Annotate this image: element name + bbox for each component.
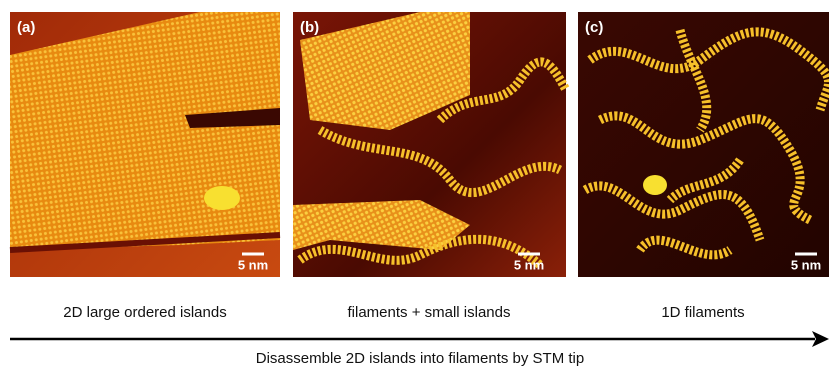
panel-c (578, 12, 829, 277)
panel-label: (c) (585, 19, 603, 36)
panel-label: (b) (300, 19, 319, 36)
panel-caption: 2D large ordered islands (63, 304, 226, 321)
ordered-island (10, 12, 280, 250)
figure: (a) (b) (c) 5 nm 5 nm 5 nm 2D large orde… (0, 0, 829, 369)
cluster (204, 186, 240, 210)
panel-label: (a) (17, 19, 35, 36)
panel-caption: 1D filaments (661, 304, 744, 321)
panel-caption: filaments + small islands (348, 304, 511, 321)
panel-b (293, 12, 566, 277)
scale-bar-label: 5 nm (791, 257, 821, 272)
figure-svg: (a) (b) (c) 5 nm 5 nm 5 nm 2D large orde… (0, 0, 829, 369)
arrow-caption: Disassemble 2D islands into filaments by… (256, 350, 584, 367)
cluster (643, 175, 667, 195)
scale-bar-label: 5 nm (238, 257, 268, 272)
scale-bar-label: 5 nm (514, 257, 544, 272)
panel-a (10, 12, 280, 277)
